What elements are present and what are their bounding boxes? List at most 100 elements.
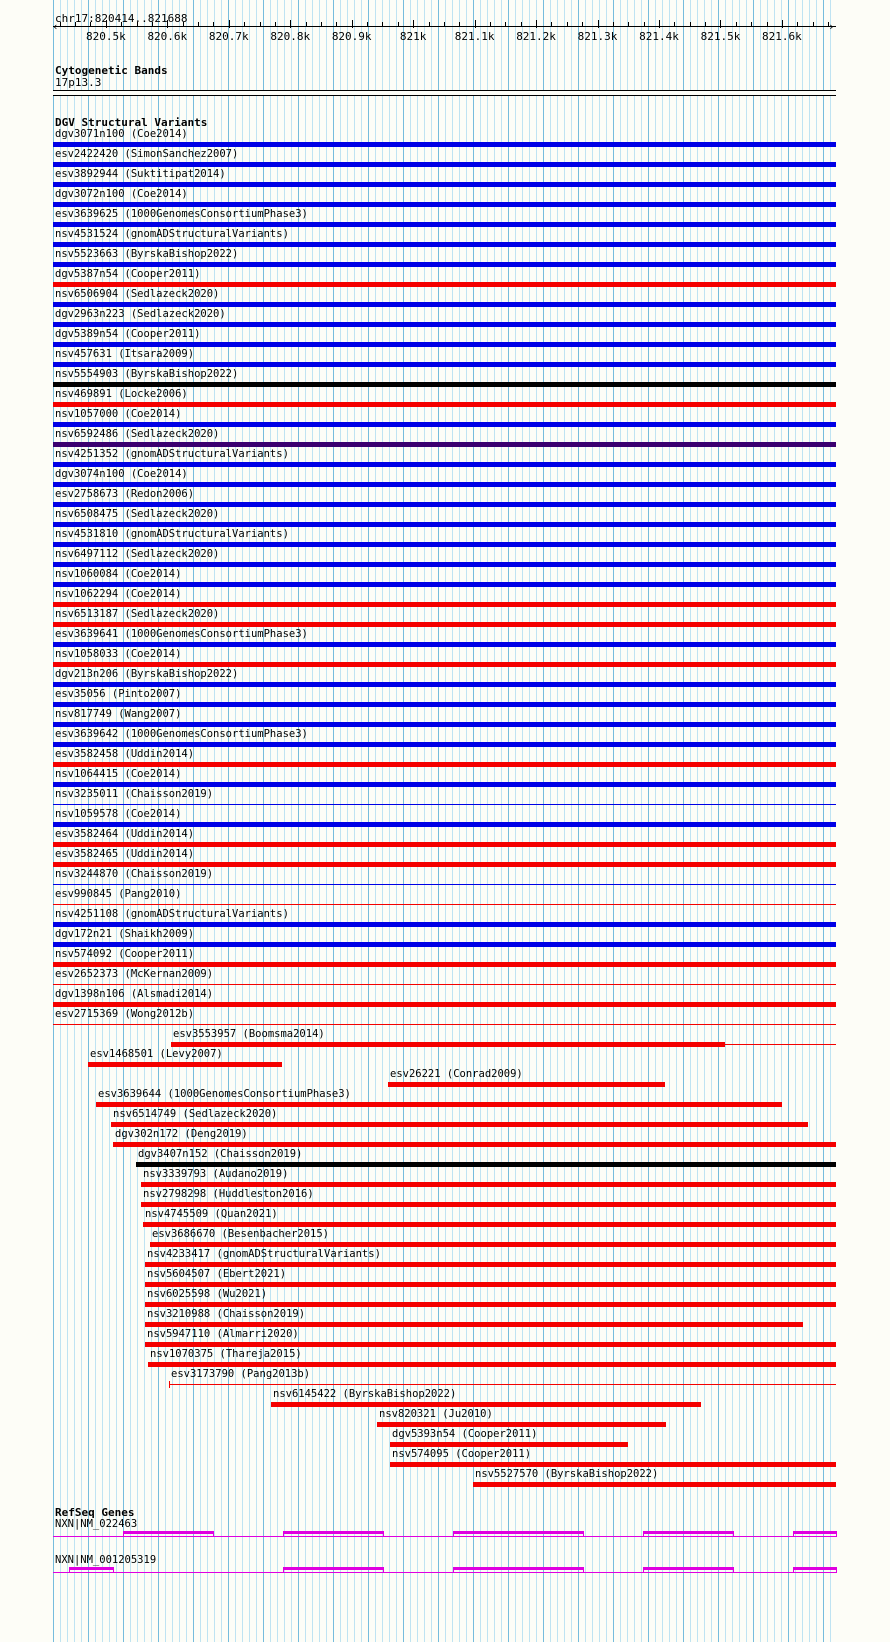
- dgv-variant-bar[interactable]: [53, 262, 836, 267]
- dgv-variant-row[interactable]: esv3582458 (Uddin2014): [0, 748, 890, 768]
- dgv-variant-row[interactable]: nsv5604507 (Ebert2021): [0, 1268, 890, 1288]
- dgv-variant-bar[interactable]: [53, 202, 836, 207]
- dgv-variant-bar[interactable]: [111, 1122, 808, 1127]
- dgv-variant-row[interactable]: nsv469891 (Locke2006): [0, 388, 890, 408]
- dgv-variant-bar[interactable]: [141, 1202, 836, 1207]
- dgv-variant-bar[interactable]: [53, 962, 836, 967]
- dgv-variant-row[interactable]: nsv1060084 (Coe2014): [0, 568, 890, 588]
- dgv-variant-row[interactable]: nsv3210988 (Chaisson2019): [0, 1308, 890, 1328]
- dgv-variant-row[interactable]: esv2715369 (Wong2012b): [0, 1008, 890, 1028]
- dgv-variant-bar[interactable]: [53, 322, 836, 327]
- dgv-variant-row[interactable]: esv2652373 (McKernan2009): [0, 968, 890, 988]
- gene-exon[interactable]: [123, 1531, 213, 1534]
- dgv-variant-bar[interactable]: [53, 522, 836, 527]
- dgv-variant-row[interactable]: dgv5393n54 (Cooper2011): [0, 1428, 890, 1448]
- dgv-variant-row[interactable]: nsv6514749 (Sedlazeck2020): [0, 1108, 890, 1128]
- dgv-variant-row[interactable]: nsv457631 (Itsara2009): [0, 348, 890, 368]
- dgv-variant-bar[interactable]: [388, 1082, 665, 1087]
- dgv-variant-bar[interactable]: [53, 582, 836, 587]
- dgv-variant-row[interactable]: dgv3072n100 (Coe2014): [0, 188, 890, 208]
- dgv-variant-row[interactable]: dgv213n206 (ByrskaBishop2022): [0, 668, 890, 688]
- dgv-variant-bar[interactable]: [473, 1482, 836, 1487]
- dgv-variant-row[interactable]: nsv5947110 (Almarri2020): [0, 1328, 890, 1348]
- dgv-variant-row[interactable]: nsv574092 (Cooper2011): [0, 948, 890, 968]
- dgv-variant-row[interactable]: esv990845 (Pang2010): [0, 888, 890, 908]
- gene-exon[interactable]: [793, 1531, 836, 1534]
- dgv-variant-row[interactable]: esv3582465 (Uddin2014): [0, 848, 890, 868]
- dgv-variant-row[interactable]: dgv5387n54 (Cooper2011): [0, 268, 890, 288]
- dgv-variant-row[interactable]: dgv1398n106 (Alsmadi2014): [0, 988, 890, 1008]
- dgv-variant-bar[interactable]: [271, 1402, 701, 1407]
- dgv-variant-bar[interactable]: [53, 662, 836, 667]
- dgv-variant-bar[interactable]: [53, 402, 836, 407]
- dgv-variant-bar[interactable]: [53, 462, 836, 467]
- gene-exon[interactable]: [69, 1567, 113, 1570]
- dgv-variant-bar[interactable]: [53, 642, 836, 647]
- dgv-variant-bar[interactable]: [53, 362, 836, 367]
- dgv-variant-row[interactable]: nsv3244870 (Chaisson2019): [0, 868, 890, 888]
- dgv-variant-row[interactable]: nsv6508475 (Sedlazeck2020): [0, 508, 890, 528]
- dgv-variant-row[interactable]: nsv3235011 (Chaisson2019): [0, 788, 890, 808]
- dgv-variant-row[interactable]: nsv4531810 (gnomADStructuralVariants): [0, 528, 890, 548]
- dgv-variant-bar[interactable]: [53, 904, 836, 905]
- dgv-variant-row[interactable]: esv3639644 (1000GenomesConsortiumPhase3): [0, 1088, 890, 1108]
- dgv-variant-bar[interactable]: [53, 782, 836, 787]
- dgv-variant-bar-solid[interactable]: [171, 1042, 725, 1047]
- dgv-variant-bar[interactable]: [96, 1102, 782, 1107]
- dgv-variant-row[interactable]: esv2422420 (SimonSanchez2007): [0, 148, 890, 168]
- dgv-variant-bar[interactable]: [53, 602, 836, 607]
- coordinate-ruler[interactable]: chr17:820414..821688 ‹ › 820.5k 820.6k 820…: [0, 0, 890, 48]
- dgv-variant-bar[interactable]: [53, 862, 836, 867]
- dgv-variant-row[interactable]: nsv6145422 (ByrskaBishop2022): [0, 1388, 890, 1408]
- dgv-variant-row[interactable]: esv3553957 (Boomsma2014): [0, 1028, 890, 1048]
- dgv-variant-row[interactable]: dgv5389n54 (Cooper2011): [0, 328, 890, 348]
- dgv-variant-row[interactable]: dgv3407n152 (Chaisson2019): [0, 1148, 890, 1168]
- dgv-variant-row[interactable]: nsv5554903 (ByrskaBishop2022): [0, 368, 890, 388]
- dgv-variant-bar[interactable]: [53, 342, 836, 347]
- dgv-variant-bar[interactable]: [145, 1342, 836, 1347]
- dgv-variant-bar[interactable]: [145, 1262, 836, 1267]
- dgv-variant-row[interactable]: esv1468501 (Levy2007): [0, 1048, 890, 1068]
- dgv-variant-bar[interactable]: [88, 1062, 282, 1067]
- dgv-variant-row[interactable]: nsv6506904 (Sedlazeck2020): [0, 288, 890, 308]
- dgv-variant-bar[interactable]: [53, 722, 836, 727]
- dgv-variant-bar[interactable]: [53, 562, 836, 567]
- dgv-variant-row[interactable]: nsv1070375 (Thareja2015): [0, 1348, 890, 1368]
- dgv-variant-bar[interactable]: [53, 942, 836, 947]
- dgv-variant-bar[interactable]: [141, 1182, 836, 1187]
- dgv-variant-row[interactable]: nsv2798298 (Huddleston2016): [0, 1188, 890, 1208]
- dgv-variant-bar[interactable]: [53, 182, 836, 187]
- dgv-variant-row[interactable]: esv3639625 (1000GenomesConsortiumPhase3): [0, 208, 890, 228]
- dgv-variant-bar[interactable]: [390, 1442, 628, 1447]
- gene-exon[interactable]: [283, 1567, 383, 1570]
- dgv-variant-bar[interactable]: [53, 1024, 836, 1025]
- dgv-variant-row[interactable]: esv3639642 (1000GenomesConsortiumPhase3): [0, 728, 890, 748]
- dgv-variant-row[interactable]: dgv172n21 (Shaikh2009): [0, 928, 890, 948]
- dgv-variant-bar[interactable]: [53, 542, 836, 547]
- dgv-variant-bar[interactable]: [53, 682, 836, 687]
- dgv-variant-row[interactable]: nsv4531524 (gnomADStructuralVariants): [0, 228, 890, 248]
- dgv-variant-row[interactable]: nsv4233417 (gnomADStructuralVariants): [0, 1248, 890, 1268]
- dgv-variant-bar[interactable]: [53, 702, 836, 707]
- dgv-variant-row[interactable]: dgv302n172 (Deng2019): [0, 1128, 890, 1148]
- dgv-variant-row[interactable]: nsv1062294 (Coe2014): [0, 588, 890, 608]
- dgv-variant-bar[interactable]: [148, 1362, 836, 1367]
- dgv-variant-bar[interactable]: [145, 1282, 836, 1287]
- dgv-variant-bar[interactable]: [390, 1462, 836, 1467]
- dgv-variant-row[interactable]: nsv574095 (Cooper2011): [0, 1448, 890, 1468]
- dgv-variant-row[interactable]: nsv1064415 (Coe2014): [0, 768, 890, 788]
- dgv-variant-bar[interactable]: [53, 622, 836, 627]
- dgv-variant-bar[interactable]: [136, 1162, 836, 1167]
- dgv-variant-bar[interactable]: [145, 1302, 836, 1307]
- dgv-variant-bar[interactable]: [53, 422, 836, 427]
- dgv-variant-bar[interactable]: [150, 1242, 836, 1247]
- dgv-variant-bar[interactable]: [53, 502, 836, 507]
- dgv-variant-bar[interactable]: [53, 804, 836, 805]
- dgv-variant-bar[interactable]: [53, 482, 836, 487]
- dgv-variant-row[interactable]: nsv5523663 (ByrskaBishop2022): [0, 248, 890, 268]
- dgv-variant-row[interactable]: nsv4745509 (Quan2021): [0, 1208, 890, 1228]
- dgv-variant-row[interactable]: esv3639641 (1000GenomesConsortiumPhase3): [0, 628, 890, 648]
- dgv-variant-bar[interactable]: [53, 382, 836, 387]
- dgv-variant-bar[interactable]: [377, 1422, 666, 1427]
- dgv-variant-row[interactable]: dgv3074n100 (Coe2014): [0, 468, 890, 488]
